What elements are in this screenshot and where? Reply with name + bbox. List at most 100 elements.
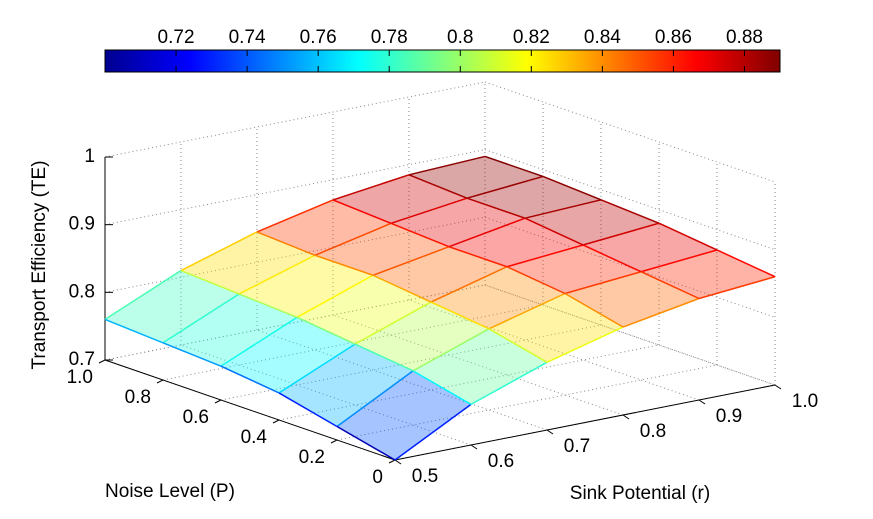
mesh-face — [297, 275, 431, 345]
mesh-line — [180, 231, 258, 272]
mesh-line — [524, 199, 602, 219]
grid-line — [104, 284, 486, 361]
y-tick-label: 0 — [372, 467, 383, 488]
grid-line — [104, 149, 486, 226]
y-axis-label: Noise Level (P) — [105, 481, 235, 502]
mesh-line — [470, 361, 548, 406]
mesh-face — [373, 246, 507, 303]
mesh-line — [448, 217, 526, 248]
mesh-line — [542, 175, 602, 201]
mesh-line — [412, 370, 472, 406]
y-tick-label: 0.2 — [299, 447, 325, 468]
mesh-line — [698, 276, 776, 300]
mesh-line — [448, 246, 508, 268]
mesh-line — [332, 199, 392, 225]
mesh-line — [600, 199, 660, 224]
colorbar-tick-label: 0.76 — [300, 27, 337, 48]
z-tick-label: 0.7 — [69, 349, 95, 370]
x-axis-label: Sink Potential (r) — [570, 483, 710, 504]
z-tick-label: 0.8 — [69, 281, 95, 302]
y-tick — [388, 459, 396, 464]
x-tick-label: 0.8 — [640, 421, 666, 442]
mesh-line — [640, 271, 700, 300]
z-tick-label: 0.9 — [69, 214, 95, 235]
mesh-face — [525, 199, 659, 245]
mesh-line — [658, 222, 718, 251]
mesh-line — [278, 343, 356, 394]
mesh-line — [336, 425, 396, 461]
mesh-line — [314, 254, 374, 276]
mesh-line — [314, 222, 392, 256]
mesh-line — [104, 318, 164, 344]
mesh-line — [466, 175, 544, 199]
colorbar-tick-label: 0.88 — [726, 27, 763, 48]
mesh-line — [390, 197, 468, 225]
grid-line — [336, 364, 718, 441]
colorbar-tick-label: 0.86 — [655, 27, 692, 48]
x-tick — [394, 459, 402, 465]
mesh-face — [391, 198, 525, 247]
mesh-face — [105, 270, 239, 343]
mesh-line — [354, 343, 414, 372]
y-tick-label: 0.4 — [241, 427, 268, 448]
mesh-line — [546, 326, 624, 364]
x-tick-label: 1.0 — [792, 391, 818, 412]
y-tick — [330, 439, 338, 444]
mesh-face — [507, 244, 641, 294]
mesh-line — [716, 249, 776, 278]
mesh-face — [355, 302, 489, 371]
mesh-face — [565, 271, 699, 328]
grid-line — [484, 81, 776, 183]
x-tick-label: 0.9 — [716, 406, 742, 427]
mesh-line — [332, 174, 410, 201]
mesh-line — [582, 222, 660, 246]
grid-line — [162, 304, 544, 381]
x-tick — [774, 384, 782, 390]
x-tick — [470, 444, 478, 450]
colorbar-tick-label: 0.84 — [584, 27, 621, 48]
x-tick — [698, 399, 706, 405]
mesh-face — [279, 344, 413, 427]
mesh-line — [336, 370, 414, 428]
mesh-line — [238, 254, 316, 295]
axis-line — [104, 359, 396, 461]
mesh-line — [162, 342, 222, 367]
mesh-face — [257, 199, 391, 256]
mesh-line — [296, 274, 374, 318]
z-tick-label: 1 — [84, 146, 95, 167]
mesh-line — [622, 297, 700, 328]
z-axis-label: Transport Efficiency (TE) — [29, 160, 50, 369]
x-tick — [546, 429, 554, 435]
mesh-line — [412, 328, 490, 372]
x-tick — [622, 414, 630, 420]
mesh-line — [582, 244, 642, 273]
mesh-face — [431, 266, 565, 329]
mesh-line — [256, 199, 334, 233]
mesh-line — [640, 249, 718, 273]
mesh-line — [466, 197, 526, 219]
x-tick-label: 0.5 — [412, 466, 438, 487]
mesh-face — [239, 255, 373, 318]
y-tick-label: 0.6 — [183, 407, 209, 428]
mesh-line — [390, 222, 450, 248]
mesh-face — [315, 223, 449, 276]
mesh-line — [408, 174, 468, 199]
mesh-line — [372, 246, 450, 276]
mesh-face — [181, 231, 315, 294]
grid-line — [104, 81, 486, 158]
mesh-line — [564, 271, 642, 295]
mesh-line — [506, 244, 584, 268]
mesh-line — [394, 403, 472, 461]
mesh-line — [180, 269, 240, 295]
mesh-line — [372, 274, 432, 303]
y-tick — [272, 419, 280, 424]
mesh-face — [449, 218, 583, 267]
mesh-face — [333, 174, 467, 224]
colorbar-tick-label: 0.8 — [447, 27, 473, 48]
y-tick — [214, 399, 222, 404]
y-tick-label: 0.8 — [125, 387, 151, 408]
mesh-face — [337, 370, 471, 460]
mesh-line — [506, 266, 566, 295]
mesh-line — [430, 266, 508, 303]
